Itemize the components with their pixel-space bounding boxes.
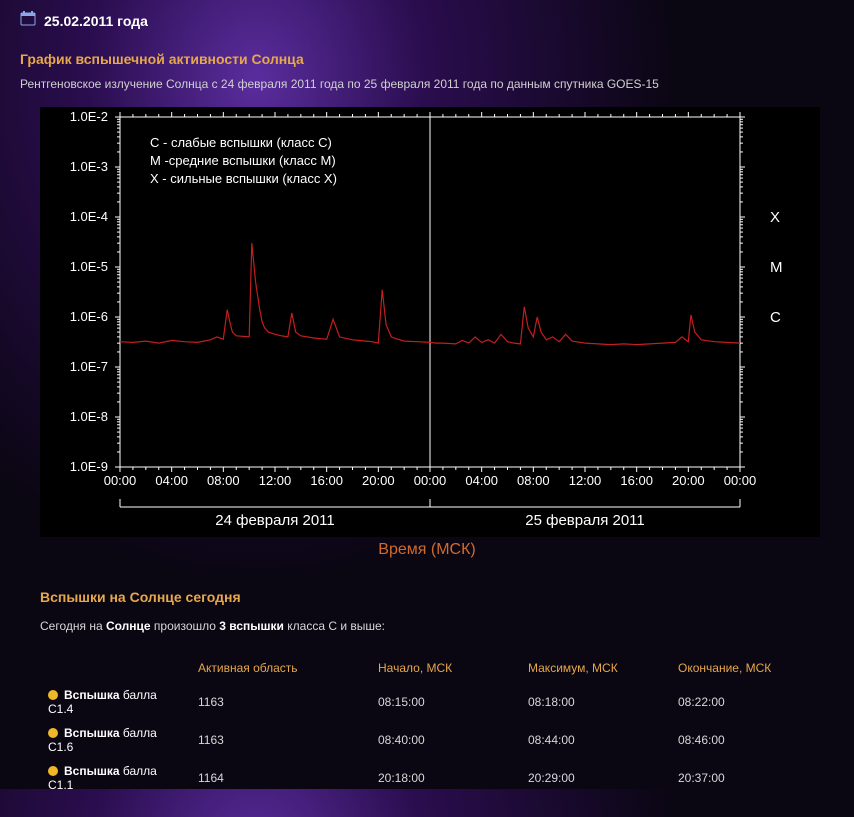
table-row: Вспышка балла C1.1116420:18:0020:29:0020… [40, 759, 820, 797]
svg-text:1.0E-3: 1.0E-3 [70, 159, 108, 174]
svg-text:1.0E-6: 1.0E-6 [70, 309, 108, 324]
xray-chart: 1.0E-9 1.0E-8 1.0E-7 1.0E-6 1.0E-5 1.0E-4 1.0E… [40, 107, 820, 537]
flares-col-header: Максимум, МСК [520, 657, 670, 683]
svg-text:1.0E-4: 1.0E-4 [70, 209, 108, 224]
svg-text:1.0E-7: 1.0E-7 [70, 359, 108, 374]
flare-dot-icon [48, 728, 58, 738]
xaxis-title: Время (МСК) [20, 541, 834, 559]
flare-dot-icon [48, 766, 58, 776]
flares-col-header: Начало, МСК [370, 657, 520, 683]
svg-text:12:00: 12:00 [569, 473, 602, 488]
table-row: Вспышка балла C1.4116308:15:0008:18:0008… [40, 683, 820, 721]
svg-text:20:00: 20:00 [362, 473, 395, 488]
svg-text:08:00: 08:00 [207, 473, 240, 488]
flare-name-cell: Вспышка балла C1.4 [40, 683, 190, 721]
table-row: Вспышка балла C1.6116308:40:0008:44:0008… [40, 721, 820, 759]
svg-text:04:00: 04:00 [155, 473, 188, 488]
date-header: 25.02.2011 года [20, 10, 834, 31]
flare-time-cell: 08:18:00 [520, 683, 670, 721]
flare-region-cell: 1163 [190, 683, 370, 721]
flares-table: Активная областьНачало, МСКМаксимум, МСК… [40, 657, 820, 797]
svg-text:M: M [770, 259, 783, 276]
flares-title: Вспышки на Солнце сегодня [40, 589, 834, 605]
flare-time-cell: 20:18:00 [370, 759, 520, 797]
chart-subtitle: Рентгеновское излучение Солнца с 24 февр… [20, 77, 834, 91]
flare-time-cell: 08:40:00 [370, 721, 520, 759]
svg-text:1.0E-2: 1.0E-2 [70, 109, 108, 124]
flares-col-header [40, 657, 190, 683]
svg-text:24 февраля 2011: 24 февраля 2011 [215, 512, 335, 529]
flare-name-cell: Вспышка балла C1.1 [40, 759, 190, 797]
flares-col-header: Активная область [190, 657, 370, 683]
flare-time-cell: 20:37:00 [670, 759, 820, 797]
svg-text:1.0E-9: 1.0E-9 [70, 459, 108, 474]
svg-text:М -средние вспышки (класс М): М -средние вспышки (класс М) [150, 153, 336, 168]
flare-time-cell: 20:29:00 [520, 759, 670, 797]
flare-region-cell: 1164 [190, 759, 370, 797]
flares-intro: Сегодня на Солнце произошло 3 вспышки кл… [40, 619, 834, 633]
chart-container: 1.0E-9 1.0E-8 1.0E-7 1.0E-6 1.0E-5 1.0E-4 1.0E… [40, 107, 820, 537]
svg-text:Х - сильные вспышки (класс Х): Х - сильные вспышки (класс Х) [150, 171, 337, 186]
flare-time-cell: 08:44:00 [520, 721, 670, 759]
svg-text:12:00: 12:00 [259, 473, 292, 488]
calendar-icon [20, 10, 36, 31]
flare-name-cell: Вспышка балла C1.6 [40, 721, 190, 759]
flares-section: Вспышки на Солнце сегодня Сегодня на Сол… [20, 589, 834, 797]
svg-text:00:00: 00:00 [414, 473, 447, 488]
svg-text:04:00: 04:00 [465, 473, 498, 488]
chart-title: График вспышечной активности Солнца [20, 51, 834, 67]
svg-text:С - слабые вспышки (класс С): С - слабые вспышки (класс С) [150, 135, 332, 150]
svg-text:16:00: 16:00 [310, 473, 343, 488]
date-text: 25.02.2011 года [44, 13, 148, 29]
svg-text:16:00: 16:00 [620, 473, 653, 488]
flare-region-cell: 1163 [190, 721, 370, 759]
flare-time-cell: 08:46:00 [670, 721, 820, 759]
flares-table-head: Активная областьНачало, МСКМаксимум, МСК… [40, 657, 820, 683]
svg-text:08:00: 08:00 [517, 473, 550, 488]
flare-time-cell: 08:22:00 [670, 683, 820, 721]
svg-text:20:00: 20:00 [672, 473, 705, 488]
svg-text:C: C [770, 309, 781, 326]
svg-text:X: X [770, 209, 780, 226]
svg-text:00:00: 00:00 [104, 473, 137, 488]
svg-text:1.0E-8: 1.0E-8 [70, 409, 108, 424]
flare-dot-icon [48, 690, 58, 700]
svg-text:25 февраля 2011: 25 февраля 2011 [525, 512, 645, 529]
flares-col-header: Окончание, МСК [670, 657, 820, 683]
flare-time-cell: 08:15:00 [370, 683, 520, 721]
chart-section: График вспышечной активности Солнца Рент… [20, 51, 834, 559]
svg-text:1.0E-5: 1.0E-5 [70, 259, 108, 274]
svg-text:00:00: 00:00 [724, 473, 757, 488]
